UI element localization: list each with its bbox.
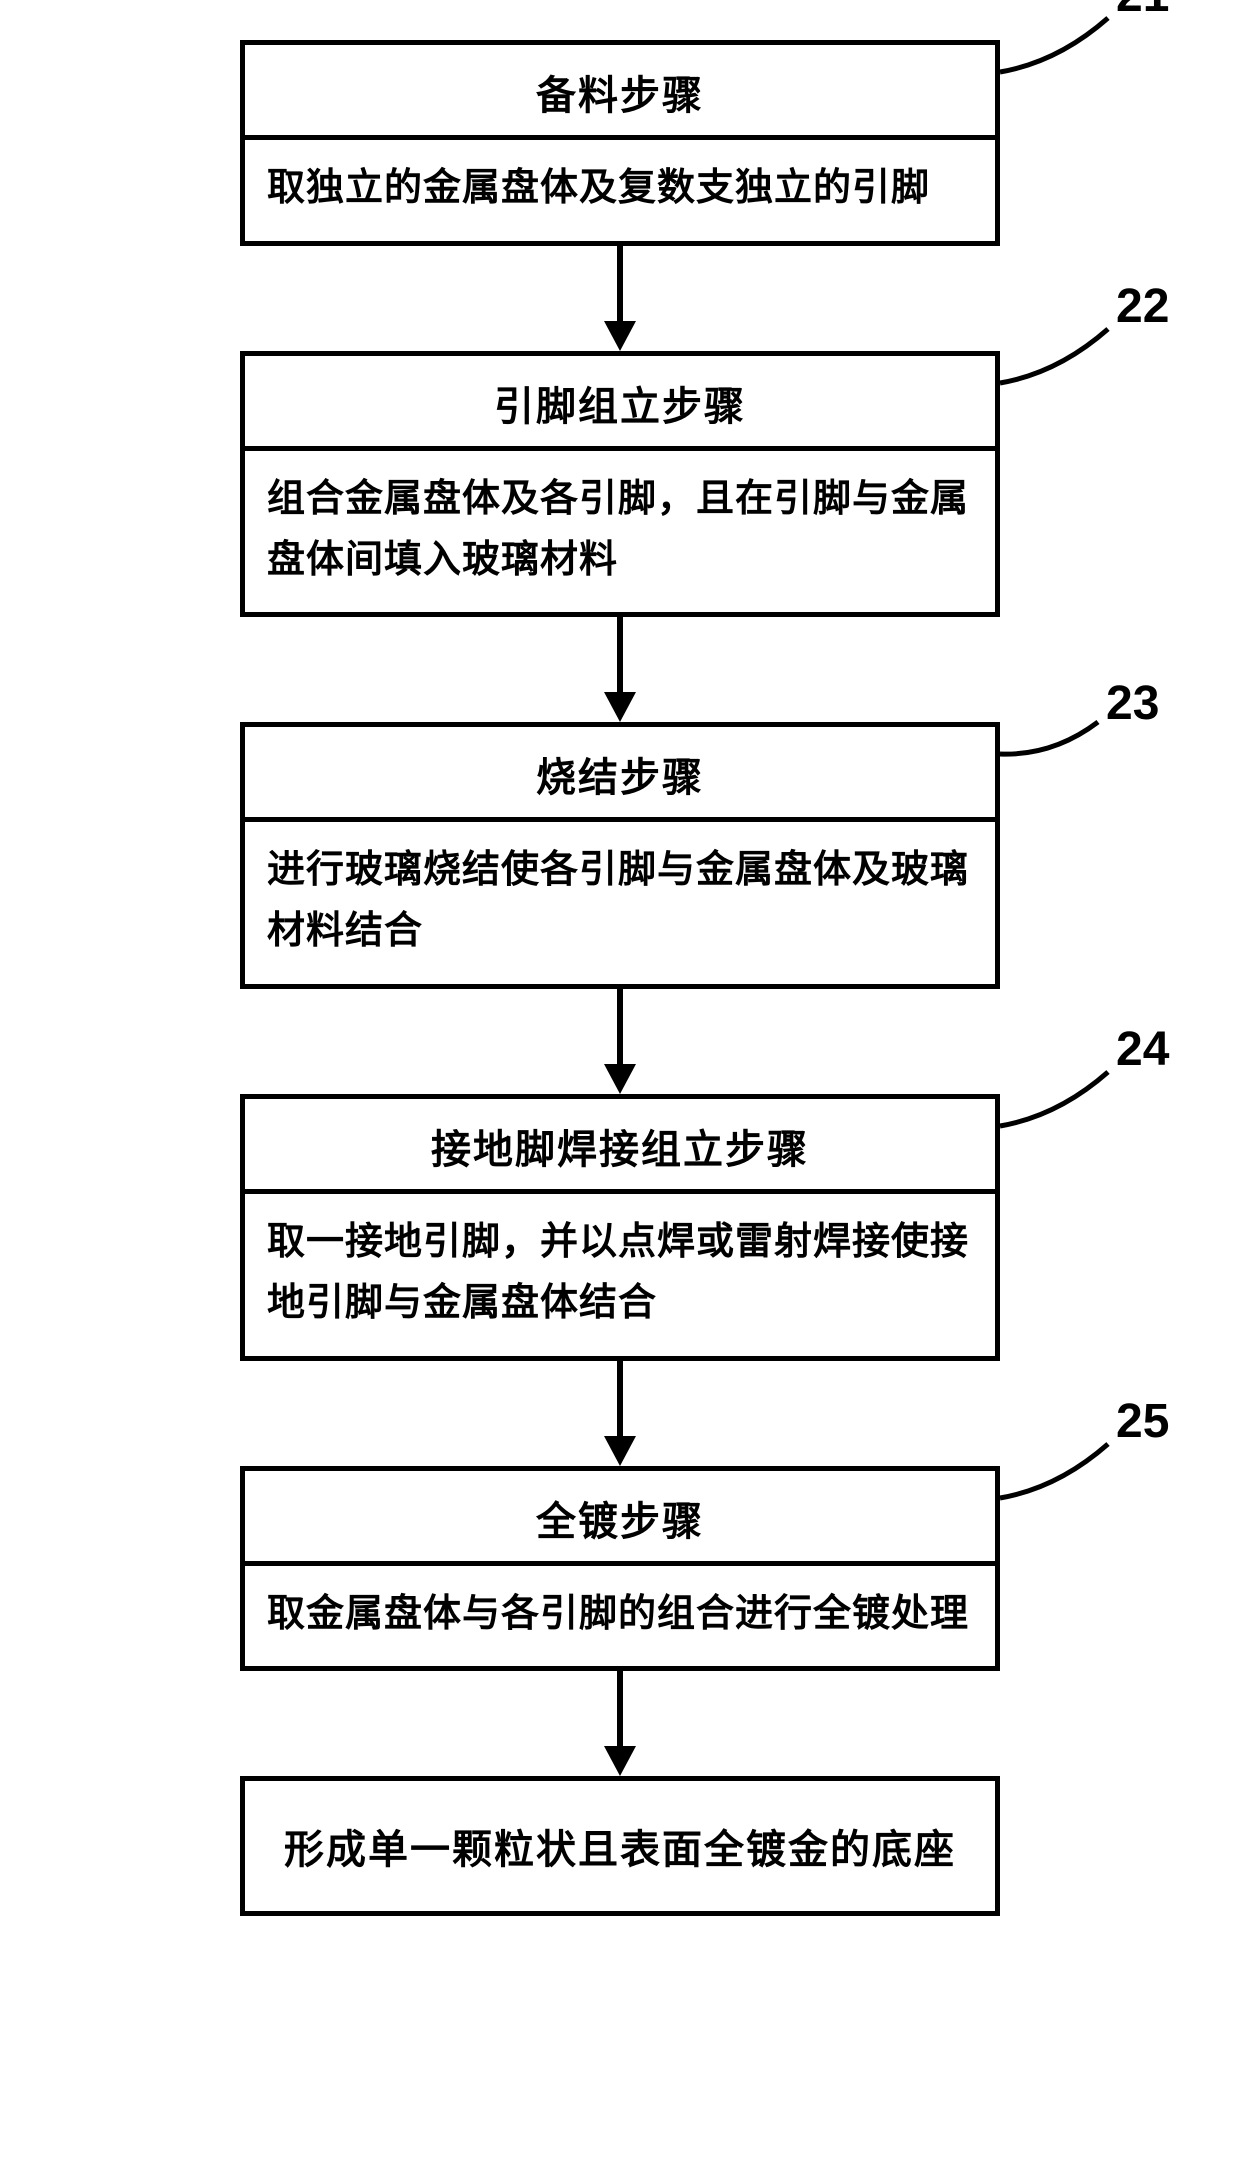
flow-arrow [616, 989, 624, 1094]
callout-label: 23 [1106, 676, 1159, 731]
node-title: 接地脚焊接组立步骤 [245, 1099, 995, 1194]
node-25: 全镀步骤 取金属盘体与各引脚的组合进行全镀处理 [240, 1466, 1000, 1672]
arrow-head-icon [604, 1436, 636, 1466]
callout-label: 24 [1116, 1022, 1169, 1077]
node-21: 备料步骤 取独立的金属盘体及复数支独立的引脚 [240, 40, 1000, 246]
callout-23: 23 [998, 716, 1198, 796]
flow-arrow [616, 246, 624, 351]
node-desc: 进行玻璃烧结使各引脚与金属盘体及玻璃材料结合 [245, 822, 995, 984]
flow-node: 备料步骤 取独立的金属盘体及复数支独立的引脚 21 [240, 40, 1000, 246]
flow-arrow [616, 617, 624, 722]
callout-24: 24 [998, 1066, 1198, 1146]
final-text: 形成单一颗粒状且表面全镀金的底座 [284, 1828, 956, 1872]
arrow-line [617, 246, 623, 324]
flow-node: 烧结步骤 进行玻璃烧结使各引脚与金属盘体及玻璃材料结合 23 [240, 722, 1000, 989]
flowchart-container: 备料步骤 取独立的金属盘体及复数支独立的引脚 21 引脚组立步骤 组合金属盘体及… [0, 40, 1240, 1916]
node-title: 烧结步骤 [245, 727, 995, 822]
node-title: 全镀步骤 [245, 1471, 995, 1566]
node-title: 备料步骤 [245, 45, 995, 140]
node-desc: 取独立的金属盘体及复数支独立的引脚 [245, 140, 995, 241]
node-desc: 取一接地引脚，并以点焊或雷射焊接使接地引脚与金属盘体结合 [245, 1194, 995, 1356]
arrow-head-icon [604, 1746, 636, 1776]
arrow-line [617, 1671, 623, 1749]
node-desc: 组合金属盘体及各引脚，且在引脚与金属盘体间填入玻璃材料 [245, 451, 995, 613]
flow-arrow [616, 1671, 624, 1776]
node-desc: 取金属盘体与各引脚的组合进行全镀处理 [245, 1566, 995, 1667]
node-23: 烧结步骤 进行玻璃烧结使各引脚与金属盘体及玻璃材料结合 [240, 722, 1000, 989]
arrow-head-icon [604, 692, 636, 722]
flow-arrow [616, 1361, 624, 1466]
callout-label: 21 [1116, 0, 1169, 23]
arrow-line [617, 1361, 623, 1439]
flow-node: 接地脚焊接组立步骤 取一接地引脚，并以点焊或雷射焊接使接地引脚与金属盘体结合 2… [240, 1094, 1000, 1361]
callout-21: 21 [998, 12, 1198, 92]
node-24: 接地脚焊接组立步骤 取一接地引脚，并以点焊或雷射焊接使接地引脚与金属盘体结合 [240, 1094, 1000, 1361]
node-22: 引脚组立步骤 组合金属盘体及各引脚，且在引脚与金属盘体间填入玻璃材料 [240, 351, 1000, 618]
flow-node: 引脚组立步骤 组合金属盘体及各引脚，且在引脚与金属盘体间填入玻璃材料 22 [240, 351, 1000, 618]
callout-22: 22 [998, 323, 1198, 403]
arrow-line [617, 989, 623, 1067]
callout-label: 25 [1116, 1394, 1169, 1449]
arrow-head-icon [604, 1064, 636, 1094]
flow-node: 全镀步骤 取金属盘体与各引脚的组合进行全镀处理 25 [240, 1466, 1000, 1672]
callout-label: 22 [1116, 279, 1169, 334]
node-title: 引脚组立步骤 [245, 356, 995, 451]
arrow-head-icon [604, 321, 636, 351]
callout-25: 25 [998, 1438, 1198, 1518]
arrow-line [617, 617, 623, 695]
final-node: 形成单一颗粒状且表面全镀金的底座 [240, 1776, 1000, 1916]
